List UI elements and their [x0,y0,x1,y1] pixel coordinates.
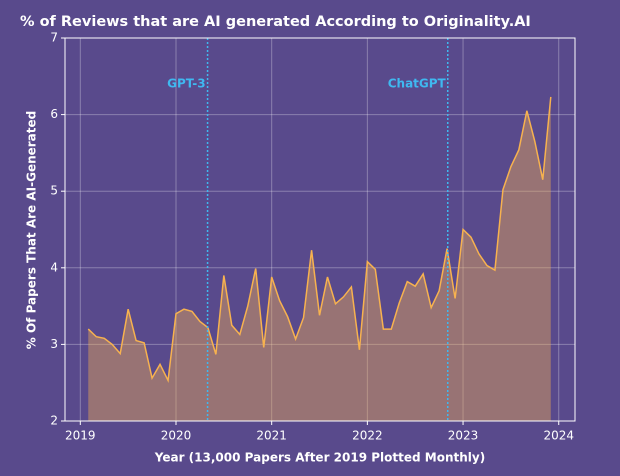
annotation: GPT-3 [167,76,205,90]
x-tick-label: 2021 [256,429,287,443]
x-tick-label: 2020 [161,429,192,443]
annotation: ChatGPT [388,76,447,90]
y-tick-label: 2 [50,414,58,428]
x-tick-label: 2024 [543,429,574,443]
chart-title: % of Reviews that are AI generated Accor… [20,14,531,30]
area [88,96,551,422]
y-tick-label: 3 [50,337,58,351]
x-tick-label: 2019 [65,429,96,443]
y-tick-label: 6 [50,107,58,121]
y-tick-label: 7 [50,31,58,45]
plot-frame [64,37,576,422]
x-tick-label: 2023 [448,429,479,443]
x-axis-label: Year (13,000 Papers After 2019 Plotted M… [154,451,485,465]
x-tick-label: 2022 [352,429,383,443]
y-axis-label: % Of Papers That Are AI-Generated [25,111,39,349]
y-tick-label: 5 [50,184,58,198]
line [87,96,552,383]
y-tick-label: 4 [50,260,58,274]
